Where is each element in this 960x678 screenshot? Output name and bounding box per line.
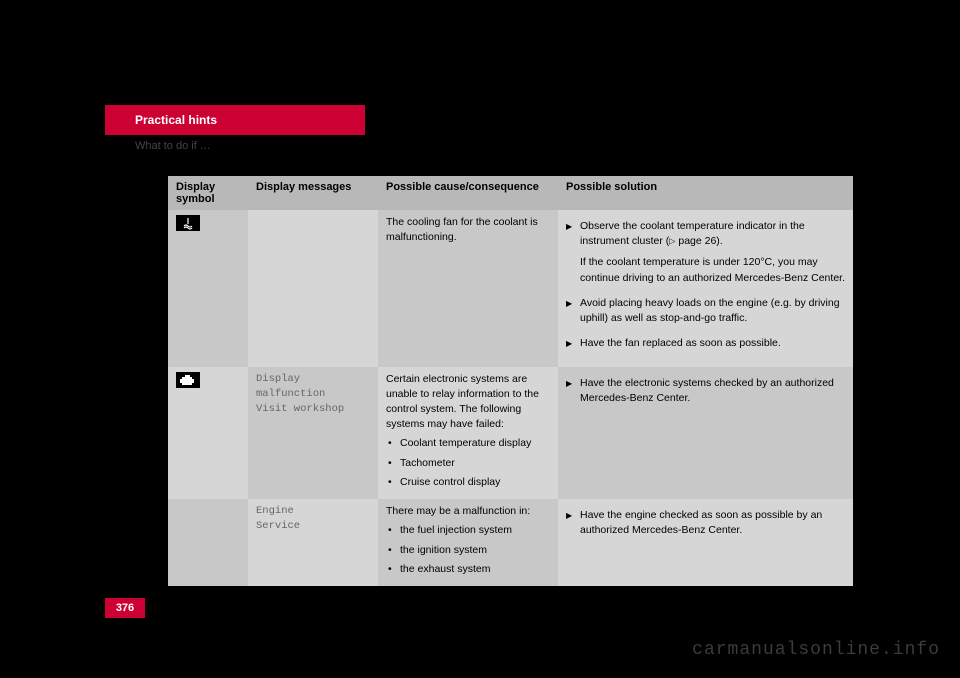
cause-item: Cruise control display (386, 475, 550, 490)
watermark: carmanualsonline.info (692, 640, 940, 660)
cell-messages (248, 210, 378, 367)
cell-cause: There may be a malfunction in: the fuel … (378, 499, 558, 586)
th-solution: Possible solution (558, 176, 853, 210)
solution-item: Have the electronic systems checked by a… (566, 376, 845, 406)
hints-table: Display symbol Display messages Possible… (168, 176, 853, 586)
header-tab: Practical hints (105, 105, 365, 135)
cause-text: The cooling fan for the coolant is malfu… (386, 216, 538, 243)
table-row: Engine Service There may be a malfunctio… (168, 499, 853, 586)
cause-item: Coolant temperature display (386, 436, 550, 451)
cell-messages: Engine Service (248, 499, 378, 586)
cell-solution: Observe the coolant temperature indicato… (558, 210, 853, 367)
solution-item: Avoid placing heavy loads on the engine … (566, 296, 845, 326)
cell-symbol (168, 367, 248, 500)
cell-cause: Certain electronic systems are unable to… (378, 367, 558, 500)
cell-messages: Display malfunction Visit workshop (248, 367, 378, 500)
cause-item: the exhaust system (386, 562, 550, 577)
coolant-temp-icon (176, 215, 200, 231)
cell-symbol (168, 210, 248, 367)
cell-cause: The cooling fan for the coolant is malfu… (378, 210, 558, 367)
table-row: The cooling fan for the coolant is malfu… (168, 210, 853, 367)
page-number: 376 (105, 598, 145, 618)
solution-item: Have the engine checked as soon as possi… (566, 508, 845, 538)
cause-item: the ignition system (386, 543, 550, 558)
cause-text: Certain electronic systems are unable to… (386, 373, 539, 431)
cell-solution: Have the electronic systems checked by a… (558, 367, 853, 500)
solution-extra: If the coolant temperature is under 120°… (580, 255, 845, 285)
solution-item: Observe the coolant temperature indicato… (566, 219, 845, 286)
table-row: Display malfunction Visit workshop Certa… (168, 367, 853, 500)
cell-solution: Have the engine checked as soon as possi… (558, 499, 853, 586)
th-symbol: Display symbol (168, 176, 248, 210)
cell-symbol (168, 499, 248, 586)
cause-item: the fuel injection system (386, 523, 550, 538)
cause-text: There may be a malfunction in: (386, 505, 530, 517)
engine-icon (176, 372, 200, 388)
th-cause: Possible cause/consequence (378, 176, 558, 210)
th-messages: Display messages (248, 176, 378, 210)
cause-item: Tachometer (386, 456, 550, 471)
section-title: What to do if … (135, 140, 211, 152)
solution-item: Have the fan replaced as soon as possibl… (566, 336, 845, 351)
